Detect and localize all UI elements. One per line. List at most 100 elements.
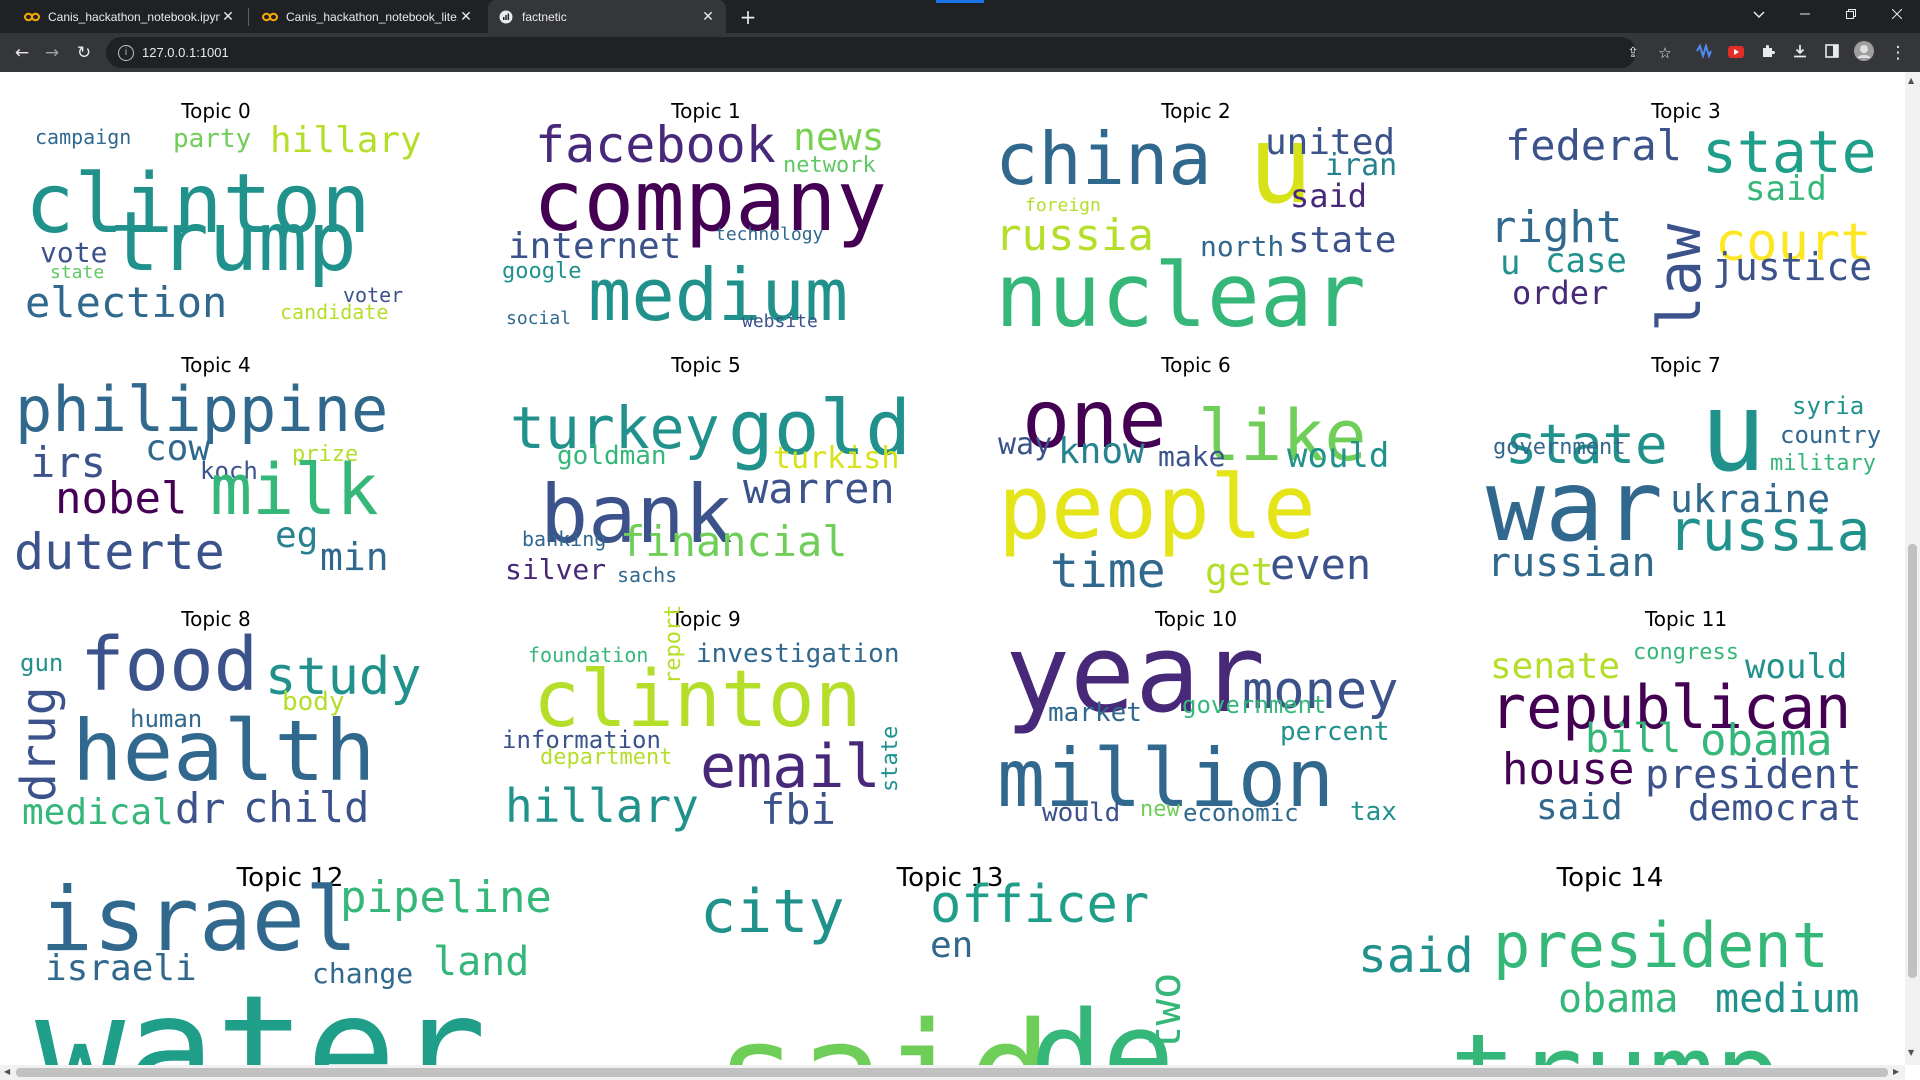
tab-colab-notebook[interactable]: Canis_hackathon_notebook.ipynb ✕ — [14, 0, 246, 33]
topic-title: Topic 3 — [1650, 99, 1720, 123]
scroll-up-icon[interactable]: ▲ — [1908, 76, 1915, 85]
cloud-word: study — [265, 647, 422, 707]
cloud-word: state — [1505, 413, 1668, 476]
minimize-button[interactable] — [1782, 0, 1828, 33]
cloud-word: medical — [22, 792, 174, 833]
forward-icon[interactable]: → — [44, 43, 60, 63]
menu-kebab-icon[interactable]: ⋮ — [1889, 43, 1907, 63]
close-icon[interactable]: ✕ — [702, 8, 714, 24]
cloud-word: state — [50, 262, 104, 283]
cloud-word: health — [72, 702, 375, 800]
cloud-word: million — [997, 732, 1334, 825]
new-tab-button[interactable]: + — [739, 5, 757, 29]
tab-colab-notebook-lite[interactable]: Canis_hackathon_notebook_lite.ipynb ✕ — [252, 0, 484, 33]
extensions-puzzle-icon[interactable] — [1756, 41, 1780, 65]
cloud-word: know — [1058, 431, 1145, 472]
cloud-word: de — [1030, 987, 1175, 1065]
horizontal-scroll-thumb[interactable] — [16, 1068, 1888, 1077]
cloud-word: trump — [1450, 1010, 1781, 1065]
cloud-word: dr — [175, 784, 226, 833]
cloud-word: hillary — [270, 120, 422, 161]
info-icon[interactable]: i — [118, 44, 134, 61]
cloud-word: like — [1198, 395, 1367, 477]
vertical-scrollbar[interactable]: ▲ ▼ — [1905, 72, 1920, 1065]
restore-button[interactable] — [1828, 0, 1874, 33]
topic-title: Topic 7 — [1650, 353, 1720, 377]
cloud-word: sachs — [617, 563, 677, 587]
tab-factnetic[interactable]: factnetic ✕ — [488, 0, 726, 33]
cloud-word: u — [1700, 368, 1766, 496]
cloud-word: change — [312, 957, 413, 990]
cloud-word: city — [700, 877, 845, 947]
cloud-word: market — [1048, 698, 1142, 728]
cloud-word: money — [1242, 661, 1399, 721]
streamlit-icon — [498, 9, 514, 25]
cloud-word: would — [1745, 647, 1847, 687]
tab-title: factnetic — [522, 9, 567, 24]
cloud-word: bank — [540, 468, 733, 561]
scroll-right-icon[interactable]: ▶ — [1893, 1067, 1900, 1076]
close-icon[interactable]: ✕ — [222, 8, 234, 24]
topic-title: Topic 5 — [670, 353, 740, 377]
cloud-word: news — [793, 115, 885, 159]
cloud-word: even — [1270, 540, 1371, 589]
close-icon[interactable]: ✕ — [460, 8, 472, 24]
share-icon[interactable]: ⇪ — [1627, 45, 1639, 61]
cloud-word: congress — [1633, 640, 1739, 665]
cloud-word: investigation — [696, 639, 900, 669]
cloud-word: report — [661, 605, 686, 684]
cloud-word: turkish — [773, 441, 899, 476]
cloud-word: court — [1715, 213, 1872, 273]
word-cloud-panel: Topic 11 senate congress wouldrepublicanbil… — [1490, 607, 1862, 829]
cloud-word: democrat — [1688, 788, 1861, 829]
cloud-word: would — [1042, 798, 1120, 828]
cloud-word: new — [1140, 797, 1180, 822]
vertical-scroll-thumb[interactable] — [1908, 544, 1917, 978]
cloud-word: justice — [1712, 245, 1872, 289]
cloud-word: party — [173, 124, 251, 154]
cloud-word: get — [1205, 550, 1274, 594]
cloud-word: state — [878, 726, 903, 792]
cloud-word: syria — [1792, 392, 1864, 420]
word-cloud-panel: Topic 7 state u syria government countrymilit… — [1486, 353, 1881, 586]
cloud-word: social — [506, 308, 571, 329]
download-icon[interactable] — [1788, 41, 1812, 65]
cloud-word: russia — [995, 210, 1154, 261]
cloud-word: email — [700, 732, 881, 802]
extension-waveform-icon[interactable] — [1692, 41, 1716, 65]
cloud-word: gun — [20, 649, 63, 677]
cloud-word: government — [1182, 691, 1327, 719]
reload-icon[interactable]: ↻ — [76, 43, 92, 63]
bookmark-star-icon[interactable]: ☆ — [1658, 44, 1672, 62]
topic-title: Topic 10 — [1154, 607, 1237, 631]
cloud-word: two — [1140, 973, 1191, 1052]
scroll-left-icon[interactable]: ◀ — [4, 1067, 11, 1076]
topic-title: Topic 8 — [180, 607, 250, 631]
tab-search-button[interactable] — [1736, 0, 1782, 33]
back-icon[interactable]: ← — [14, 43, 30, 63]
close-window-button[interactable] — [1874, 0, 1920, 33]
avatar[interactable] — [1852, 41, 1876, 65]
cloud-word: foreign — [1025, 195, 1101, 216]
cloud-word: law — [1645, 223, 1715, 332]
scroll-down-icon[interactable]: ▼ — [1908, 1048, 1915, 1057]
side-panel-icon[interactable] — [1820, 41, 1844, 65]
cloud-word: duterte — [14, 523, 225, 581]
extension-youtube-icon[interactable] — [1724, 41, 1748, 65]
cloud-word: officer — [930, 875, 1149, 935]
cloud-word: irs — [30, 438, 106, 487]
horizontal-scrollbar[interactable]: ◀ ▶ — [0, 1065, 1905, 1080]
topic-title: Topic 11 — [1644, 607, 1727, 631]
browser-tab-bar: Canis_hackathon_notebook.ipynb ✕ Canis_h… — [0, 0, 1920, 33]
cloud-word: said — [1358, 928, 1474, 984]
address-bar[interactable]: i 127.0.0.1:1001 — [106, 37, 1636, 68]
cloud-word: vote — [40, 236, 107, 269]
cloud-word: tax — [1350, 797, 1397, 827]
tab-title: Canis_hackathon_notebook_lite.ipynb — [286, 9, 458, 24]
cloud-word: human — [130, 705, 202, 733]
cloud-word: drug — [11, 686, 67, 802]
